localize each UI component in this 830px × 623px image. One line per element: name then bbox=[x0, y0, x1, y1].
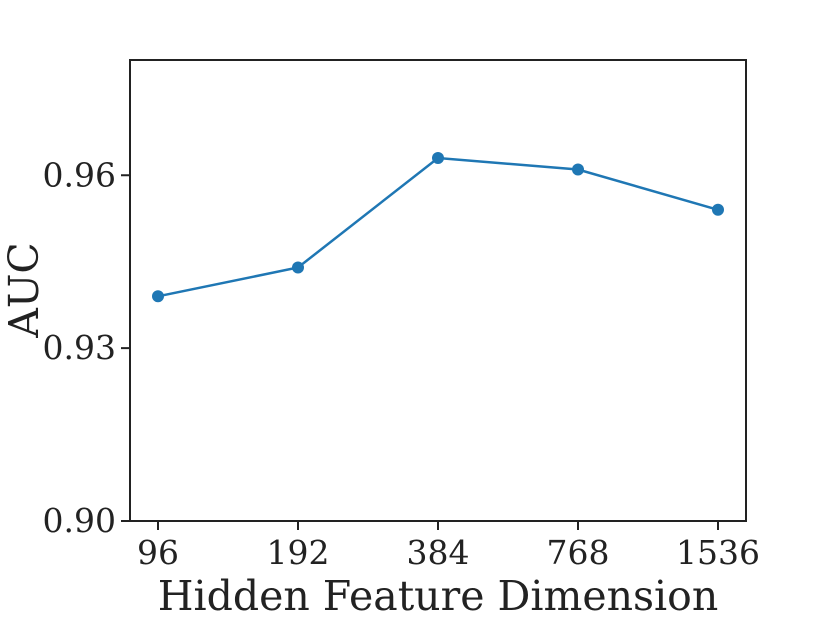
y-axis-label: AUC bbox=[0, 242, 48, 339]
data-point bbox=[572, 163, 584, 176]
plot-frame bbox=[129, 59, 747, 522]
y-tick-label: 0.93 bbox=[43, 328, 116, 367]
x-axis-ticks: 96 192 384 768 1536 bbox=[137, 521, 760, 572]
x-tick-label: 96 bbox=[137, 533, 179, 572]
x-tick-label: 384 bbox=[407, 533, 470, 572]
series-layer bbox=[152, 152, 724, 303]
data-point bbox=[712, 203, 724, 216]
data-point bbox=[292, 261, 304, 274]
y-tick-label: 0.96 bbox=[43, 155, 116, 194]
x-axis-label: Hidden Feature Dimension bbox=[158, 572, 719, 620]
y-axis-ticks: 0.90 0.93 0.96 bbox=[43, 155, 130, 540]
x-tick-label: 1536 bbox=[676, 533, 760, 572]
data-point bbox=[152, 290, 164, 303]
series-line bbox=[157, 156, 719, 298]
y-tick-label: 0.90 bbox=[43, 501, 116, 540]
data-point bbox=[432, 152, 444, 164]
x-tick-label: 768 bbox=[547, 533, 610, 572]
x-tick-label: 192 bbox=[267, 533, 330, 572]
